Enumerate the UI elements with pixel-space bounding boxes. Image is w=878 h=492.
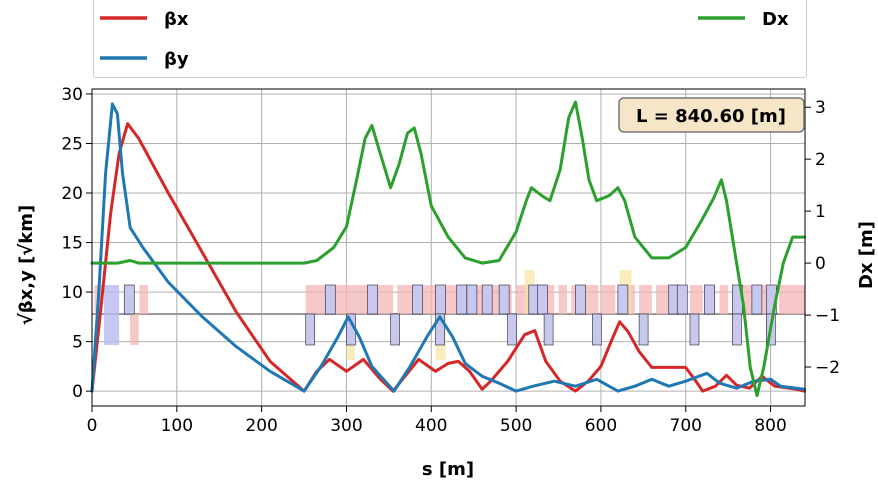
quad-defocus <box>305 313 316 346</box>
y2-tick-label: 0 <box>815 254 826 274</box>
quad-focus <box>367 284 378 315</box>
quad-focus <box>676 284 688 315</box>
quad-defocus <box>390 313 400 346</box>
y2-tick-label: 1 <box>815 202 826 222</box>
quad-focus <box>481 284 493 315</box>
quad-focus <box>435 284 446 315</box>
dipole-block <box>719 285 729 314</box>
quad-focus <box>575 284 586 315</box>
quad-block <box>103 285 120 345</box>
series-line-βy <box>90 102 806 393</box>
legend: βx βy Dx <box>93 0 807 78</box>
quad-defocus <box>507 313 517 346</box>
legend-label-betax: βx <box>164 9 189 30</box>
annotation-box <box>618 97 805 133</box>
y2-tick-label: −2 <box>815 358 840 378</box>
dipole-block <box>305 285 372 314</box>
dipole-block <box>779 285 805 314</box>
dipole-block <box>639 285 652 314</box>
x-tick-label: 200 <box>245 416 277 436</box>
y2-tick-label: 3 <box>815 98 826 118</box>
dipole-block <box>558 285 567 314</box>
dipole-block <box>600 285 616 314</box>
x-tick-label: 800 <box>754 416 786 436</box>
legend-canvas: βx βy Dx <box>100 9 789 70</box>
y-axis-title: √βx,y [√km] <box>16 205 37 326</box>
quad-focus <box>617 284 629 315</box>
dipole-block <box>583 285 599 314</box>
magnet-lattice <box>92 270 805 360</box>
x-tick-label: 300 <box>330 416 362 436</box>
quad-focus <box>751 284 763 315</box>
quad-focus <box>123 284 135 315</box>
dipole-block <box>656 285 669 314</box>
y-tick-label: 20 <box>61 184 83 204</box>
dipole-block <box>130 314 139 345</box>
y-tick-label: 5 <box>72 333 83 353</box>
quad-defocus <box>543 313 554 346</box>
length-annotation: L = 840.60 [m] <box>618 97 805 133</box>
x-tick-label: 100 <box>161 416 193 436</box>
x-axis-title: s [m] <box>422 459 474 480</box>
quad-focus <box>324 284 336 315</box>
quad-focus <box>704 284 715 315</box>
annotation-text: L = 840.60 [m] <box>636 106 786 127</box>
quad-defocus <box>732 313 742 346</box>
x-tick-label: 0 <box>87 416 98 436</box>
y-tick-label: 30 <box>61 85 83 105</box>
y-tick-label: 15 <box>61 234 83 254</box>
dipole-block <box>139 285 148 314</box>
y-tick-label: 25 <box>61 134 83 154</box>
quad-focus <box>466 284 478 315</box>
x-tick-label: 400 <box>415 416 447 436</box>
y-tick-label: 10 <box>61 283 83 303</box>
dipole-block <box>397 285 413 314</box>
plot-frame <box>91 88 806 407</box>
quad-defocus <box>435 313 445 346</box>
dipole-block <box>689 285 703 314</box>
quad-defocus <box>592 313 602 346</box>
y2-tick-label: 2 <box>815 150 826 170</box>
series-line-βx <box>90 122 806 393</box>
quad-defocus <box>689 313 700 346</box>
quad-focus <box>412 284 423 315</box>
quad-focus <box>456 284 468 315</box>
x-tick-label: 500 <box>500 416 532 436</box>
quad-defocus <box>638 313 649 346</box>
quad-focus <box>498 284 510 315</box>
x-tick-label: 700 <box>670 416 702 436</box>
quad-focus <box>537 284 548 315</box>
axis-ticks: 0 100 200 300 400 500 600 700 800051015202530−2−… <box>61 85 840 436</box>
y-tick-label: 0 <box>72 382 83 402</box>
dipole-block <box>376 285 394 314</box>
y2-tick-label: −1 <box>815 306 840 326</box>
x-tick-label: 600 <box>585 416 617 436</box>
legend-label-betay: βy <box>164 49 189 70</box>
y2-axis-title: Dx [m] <box>856 221 877 289</box>
legend-label-dx: Dx <box>762 9 789 30</box>
series-lines <box>90 100 806 398</box>
grid-lines <box>91 89 805 406</box>
series-line-dx <box>90 100 806 398</box>
